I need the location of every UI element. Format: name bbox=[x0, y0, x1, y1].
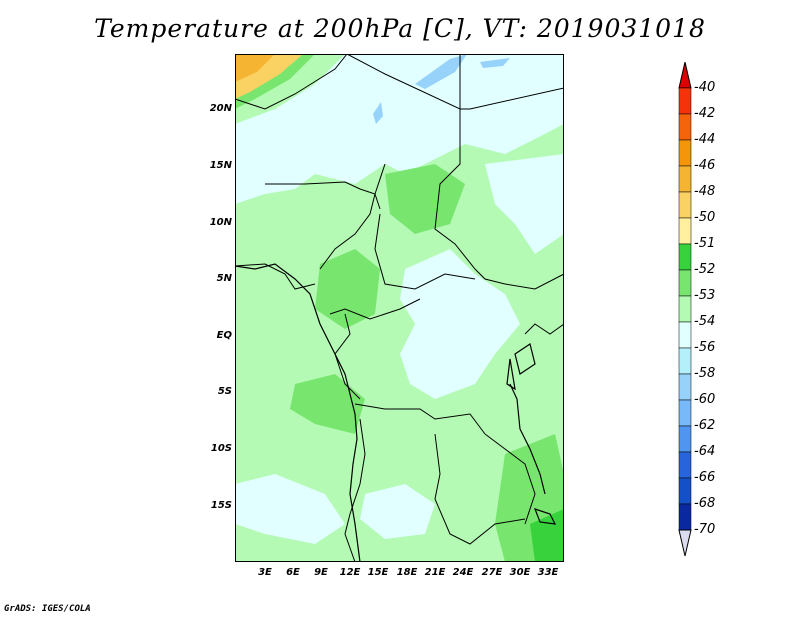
field-51-se bbox=[530, 509, 564, 562]
field-56-3 bbox=[480, 58, 510, 68]
colorbar-top-arrow bbox=[678, 62, 692, 89]
colorbar-swatch bbox=[678, 321, 692, 349]
lat-label: 5N bbox=[216, 273, 232, 284]
lon-label: 30E bbox=[509, 567, 531, 578]
field-56-1 bbox=[415, 54, 467, 89]
colorbar-label: -51 bbox=[694, 236, 716, 251]
colorbar-label: -48 bbox=[694, 184, 716, 199]
field-56-2 bbox=[373, 102, 383, 124]
field-52-1 bbox=[315, 249, 380, 329]
lon-label: 24E bbox=[452, 567, 474, 578]
lon-label: 33E bbox=[537, 567, 559, 578]
lat-label: EQ bbox=[216, 330, 232, 341]
lon-label: 27E bbox=[481, 567, 503, 578]
colorbar-label: -44 bbox=[694, 132, 716, 147]
colorbar-swatch bbox=[678, 295, 692, 323]
colorbar-label: -42 bbox=[694, 106, 716, 121]
lon-label: 9E bbox=[314, 567, 328, 578]
lat-label: 10N bbox=[209, 217, 232, 228]
colorbar-swatch bbox=[678, 451, 692, 479]
temperature-map bbox=[235, 54, 564, 562]
colorbar-bottom-arrow bbox=[678, 529, 692, 557]
lon-label: 21E bbox=[424, 567, 446, 578]
colorbar-label: -62 bbox=[694, 418, 716, 433]
lat-label: 10S bbox=[210, 443, 232, 454]
lon-label: 15E bbox=[367, 567, 389, 578]
field-52-2 bbox=[290, 374, 365, 434]
field-54-north bbox=[235, 54, 564, 204]
grads-credit: GrADS: IGES/COLA bbox=[4, 604, 91, 614]
field-52-4 bbox=[385, 164, 465, 234]
colorbar-label: -53 bbox=[694, 288, 716, 303]
colorbar-label: -66 bbox=[694, 470, 716, 485]
colorbar-swatch bbox=[678, 87, 692, 115]
colorbar-label: -54 bbox=[694, 314, 716, 329]
lon-label: 3E bbox=[258, 567, 272, 578]
colorbar-swatch bbox=[678, 165, 692, 193]
colorbar-swatch bbox=[678, 477, 692, 505]
colorbar-label: -52 bbox=[694, 262, 716, 277]
colorbar-label: -58 bbox=[694, 366, 716, 381]
lat-label: 15S bbox=[210, 500, 232, 511]
colorbar-swatch bbox=[678, 347, 692, 375]
map-title: Temperature at 200hPa [C], VT: 201903101… bbox=[94, 14, 706, 43]
field-54-mid bbox=[360, 484, 435, 539]
lon-label: 18E bbox=[396, 567, 418, 578]
colorbar-swatch bbox=[678, 217, 692, 245]
colorbar-label: -70 bbox=[694, 522, 716, 537]
lat-label: 5S bbox=[217, 386, 232, 397]
field-54-southwest bbox=[235, 474, 345, 544]
colorbar-label: -40 bbox=[694, 80, 716, 95]
colorbar-swatch bbox=[678, 191, 692, 219]
colorbar-label: -64 bbox=[694, 444, 716, 459]
colorbar-swatch bbox=[678, 243, 692, 271]
colorbar-label: -60 bbox=[694, 392, 716, 407]
lat-label: 20N bbox=[209, 103, 232, 114]
colorbar-swatch bbox=[678, 425, 692, 453]
colorbar-label: -56 bbox=[694, 340, 716, 355]
colorbar-label: -50 bbox=[694, 210, 716, 225]
field-54-central bbox=[400, 249, 520, 399]
colorbar-swatch bbox=[678, 113, 692, 141]
map-frame bbox=[235, 54, 564, 562]
colorbar bbox=[678, 62, 692, 557]
colorbar-label: -68 bbox=[694, 496, 716, 511]
colorbar-swatch bbox=[678, 139, 692, 167]
borders bbox=[235, 54, 564, 562]
colorbar-swatch bbox=[678, 503, 692, 531]
coastline bbox=[235, 263, 557, 562]
colorbar-swatch bbox=[678, 399, 692, 427]
colorbar-swatch bbox=[678, 373, 692, 401]
field-warm-4 bbox=[235, 54, 275, 82]
lon-label: 12E bbox=[339, 567, 361, 578]
field-54-east bbox=[485, 154, 564, 254]
lat-label: 15N bbox=[209, 160, 232, 171]
colorbar-swatch bbox=[678, 269, 692, 297]
lon-label: 6E bbox=[286, 567, 300, 578]
colorbar-label: -46 bbox=[694, 158, 716, 173]
